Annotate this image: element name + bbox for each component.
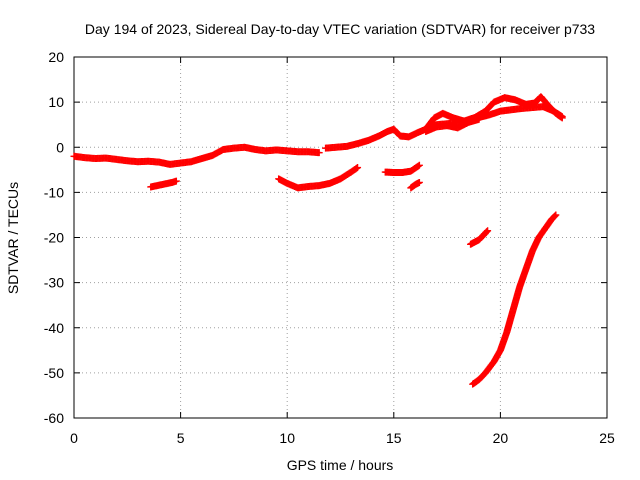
data-point [415,178,423,186]
x-tick-label: 0 [70,430,78,446]
y-axis-label: SDTVAR / TECUs [5,182,21,294]
data-point [475,115,483,123]
y-tick-label: -40 [44,320,64,336]
series-segment-b [275,164,362,192]
data-point [482,228,490,236]
series-segment-d [407,178,423,192]
data-point [483,227,491,235]
y-tick-label: -50 [44,365,64,381]
data-point [315,149,323,157]
axis-ticks: 0 5 10 15 20 25 -60 -50 -40 -30 -20 -10 0 10 20 [44,49,615,446]
y-tick-label: 10 [48,94,64,110]
series-descending-track [469,211,560,388]
y-tick-label: 0 [56,139,64,155]
y-tick-label: -60 [44,410,64,426]
y-tick-label: 20 [48,49,64,65]
x-tick-label: 25 [599,430,615,446]
x-tick-label: 10 [279,430,295,446]
x-axis-label: GPS time / hours [287,457,394,473]
series-mid-branch [422,115,483,135]
data-marks [70,93,566,388]
data-point [484,227,492,235]
x-tick-label: 5 [177,430,185,446]
data-point [550,212,558,220]
series-segment-c [381,161,423,177]
data-point [415,161,423,169]
y-tick-label: -30 [44,275,64,291]
data-point [552,211,560,219]
data-point [551,212,559,220]
series-segment-a [147,177,180,191]
x-tick-label: 15 [386,430,402,446]
data-point [172,177,180,185]
series-upper-branch [422,93,566,133]
y-tick-label: -10 [44,184,64,200]
series-main-track-1 [70,143,323,168]
series-segment-e [467,227,492,248]
chart-title: Day 194 of 2023, Sidereal Day-to-day VTE… [85,21,595,37]
x-tick-label: 20 [493,430,509,446]
data-point [558,114,566,122]
data-point [354,164,362,172]
y-tick-label: -20 [44,230,64,246]
